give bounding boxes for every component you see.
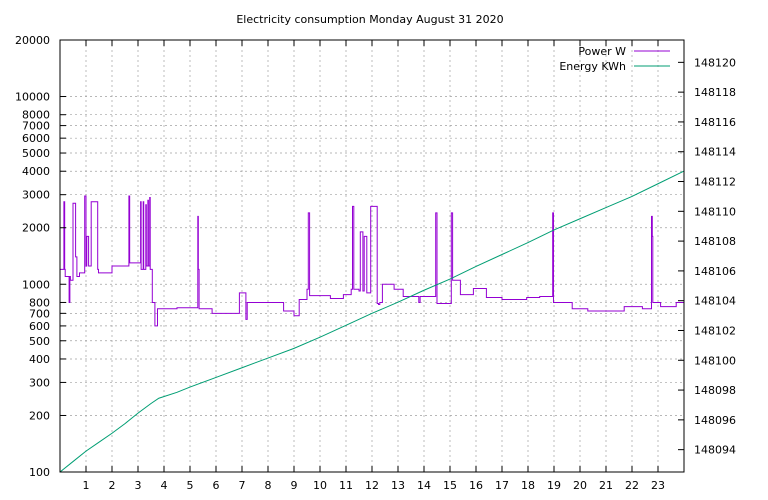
y-tick-label: 400 [29, 353, 50, 366]
y-tick-label: 700 [29, 307, 50, 320]
ticks-layer: 1 2 3 4 5 6 7 8 9 10 11 12 13 14 15 16 17 18 19 20 21 22 23100… [15, 34, 736, 492]
y-tick-label: 500 [29, 335, 50, 348]
x-tick-label: 9 [291, 479, 298, 492]
x-tick-label: 12 [365, 479, 379, 492]
chart-title: Electricity consumption Monday August 31… [236, 13, 503, 26]
y-tick-label: 600 [29, 320, 50, 333]
y-tick-label: 10000 [15, 91, 50, 104]
x-tick-label: 10 [313, 479, 327, 492]
y-tick-label: 6000 [22, 132, 50, 145]
y2-tick-label: 148094 [694, 444, 736, 457]
x-tick-label: 23 [651, 479, 665, 492]
legend-label: Energy KWh [559, 60, 626, 73]
legend: Power W Energy KWh [559, 45, 670, 73]
x-tick-label: 1 [83, 479, 90, 492]
y2-tick-label: 148120 [694, 56, 736, 69]
x-tick-label: 4 [161, 479, 168, 492]
y-tick-label: 5000 [22, 147, 50, 160]
x-tick-label: 16 [469, 479, 483, 492]
y2-tick-label: 148116 [694, 116, 736, 129]
y2-tick-label: 148100 [694, 354, 736, 367]
x-tick-label: 7 [239, 479, 246, 492]
x-tick-label: 13 [391, 479, 405, 492]
y-tick-label: 4000 [22, 165, 50, 178]
x-tick-label: 15 [443, 479, 457, 492]
y-tick-label: 100 [29, 466, 50, 479]
series-layer [59, 170, 685, 473]
x-tick-label: 21 [599, 479, 613, 492]
y-tick-label: 8000 [22, 109, 50, 122]
y2-tick-label: 148110 [694, 205, 736, 218]
x-tick-label: 11 [339, 479, 353, 492]
y2-tick-label: 148098 [694, 384, 736, 397]
y2-tick-label: 148104 [694, 295, 736, 308]
x-tick-label: 6 [213, 479, 220, 492]
y2-tick-label: 148106 [694, 265, 736, 278]
y2-tick-label: 148108 [694, 235, 736, 248]
x-tick-label: 18 [521, 479, 535, 492]
x-tick-label: 8 [265, 479, 272, 492]
y-tick-label: 20000 [15, 34, 50, 47]
y-tick-label: 7000 [22, 120, 50, 133]
y-tick-label: 800 [29, 296, 50, 309]
x-tick-label: 2 [109, 479, 116, 492]
y2-tick-label: 148118 [694, 86, 736, 99]
x-tick-label: 14 [417, 479, 431, 492]
x-tick-label: 17 [495, 479, 509, 492]
legend-label: Power W [578, 45, 626, 58]
y2-tick-label: 148096 [694, 414, 736, 427]
x-tick-label: 20 [573, 479, 587, 492]
x-tick-label: 22 [625, 479, 639, 492]
series-line-power-w [60, 195, 685, 327]
x-tick-label: 5 [187, 479, 194, 492]
y-tick-label: 1000 [22, 278, 50, 291]
y-tick-label: 200 [29, 409, 50, 422]
y2-tick-label: 148114 [694, 146, 736, 159]
y2-tick-label: 148112 [694, 176, 736, 189]
y-tick-label: 300 [29, 376, 50, 389]
x-tick-label: 3 [135, 479, 142, 492]
y-tick-label: 3000 [22, 189, 50, 202]
y-tick-label: 2000 [22, 222, 50, 235]
x-tick-label: 19 [547, 479, 561, 492]
series-line-energy-kwh [59, 170, 685, 473]
y2-tick-label: 148102 [694, 324, 736, 337]
